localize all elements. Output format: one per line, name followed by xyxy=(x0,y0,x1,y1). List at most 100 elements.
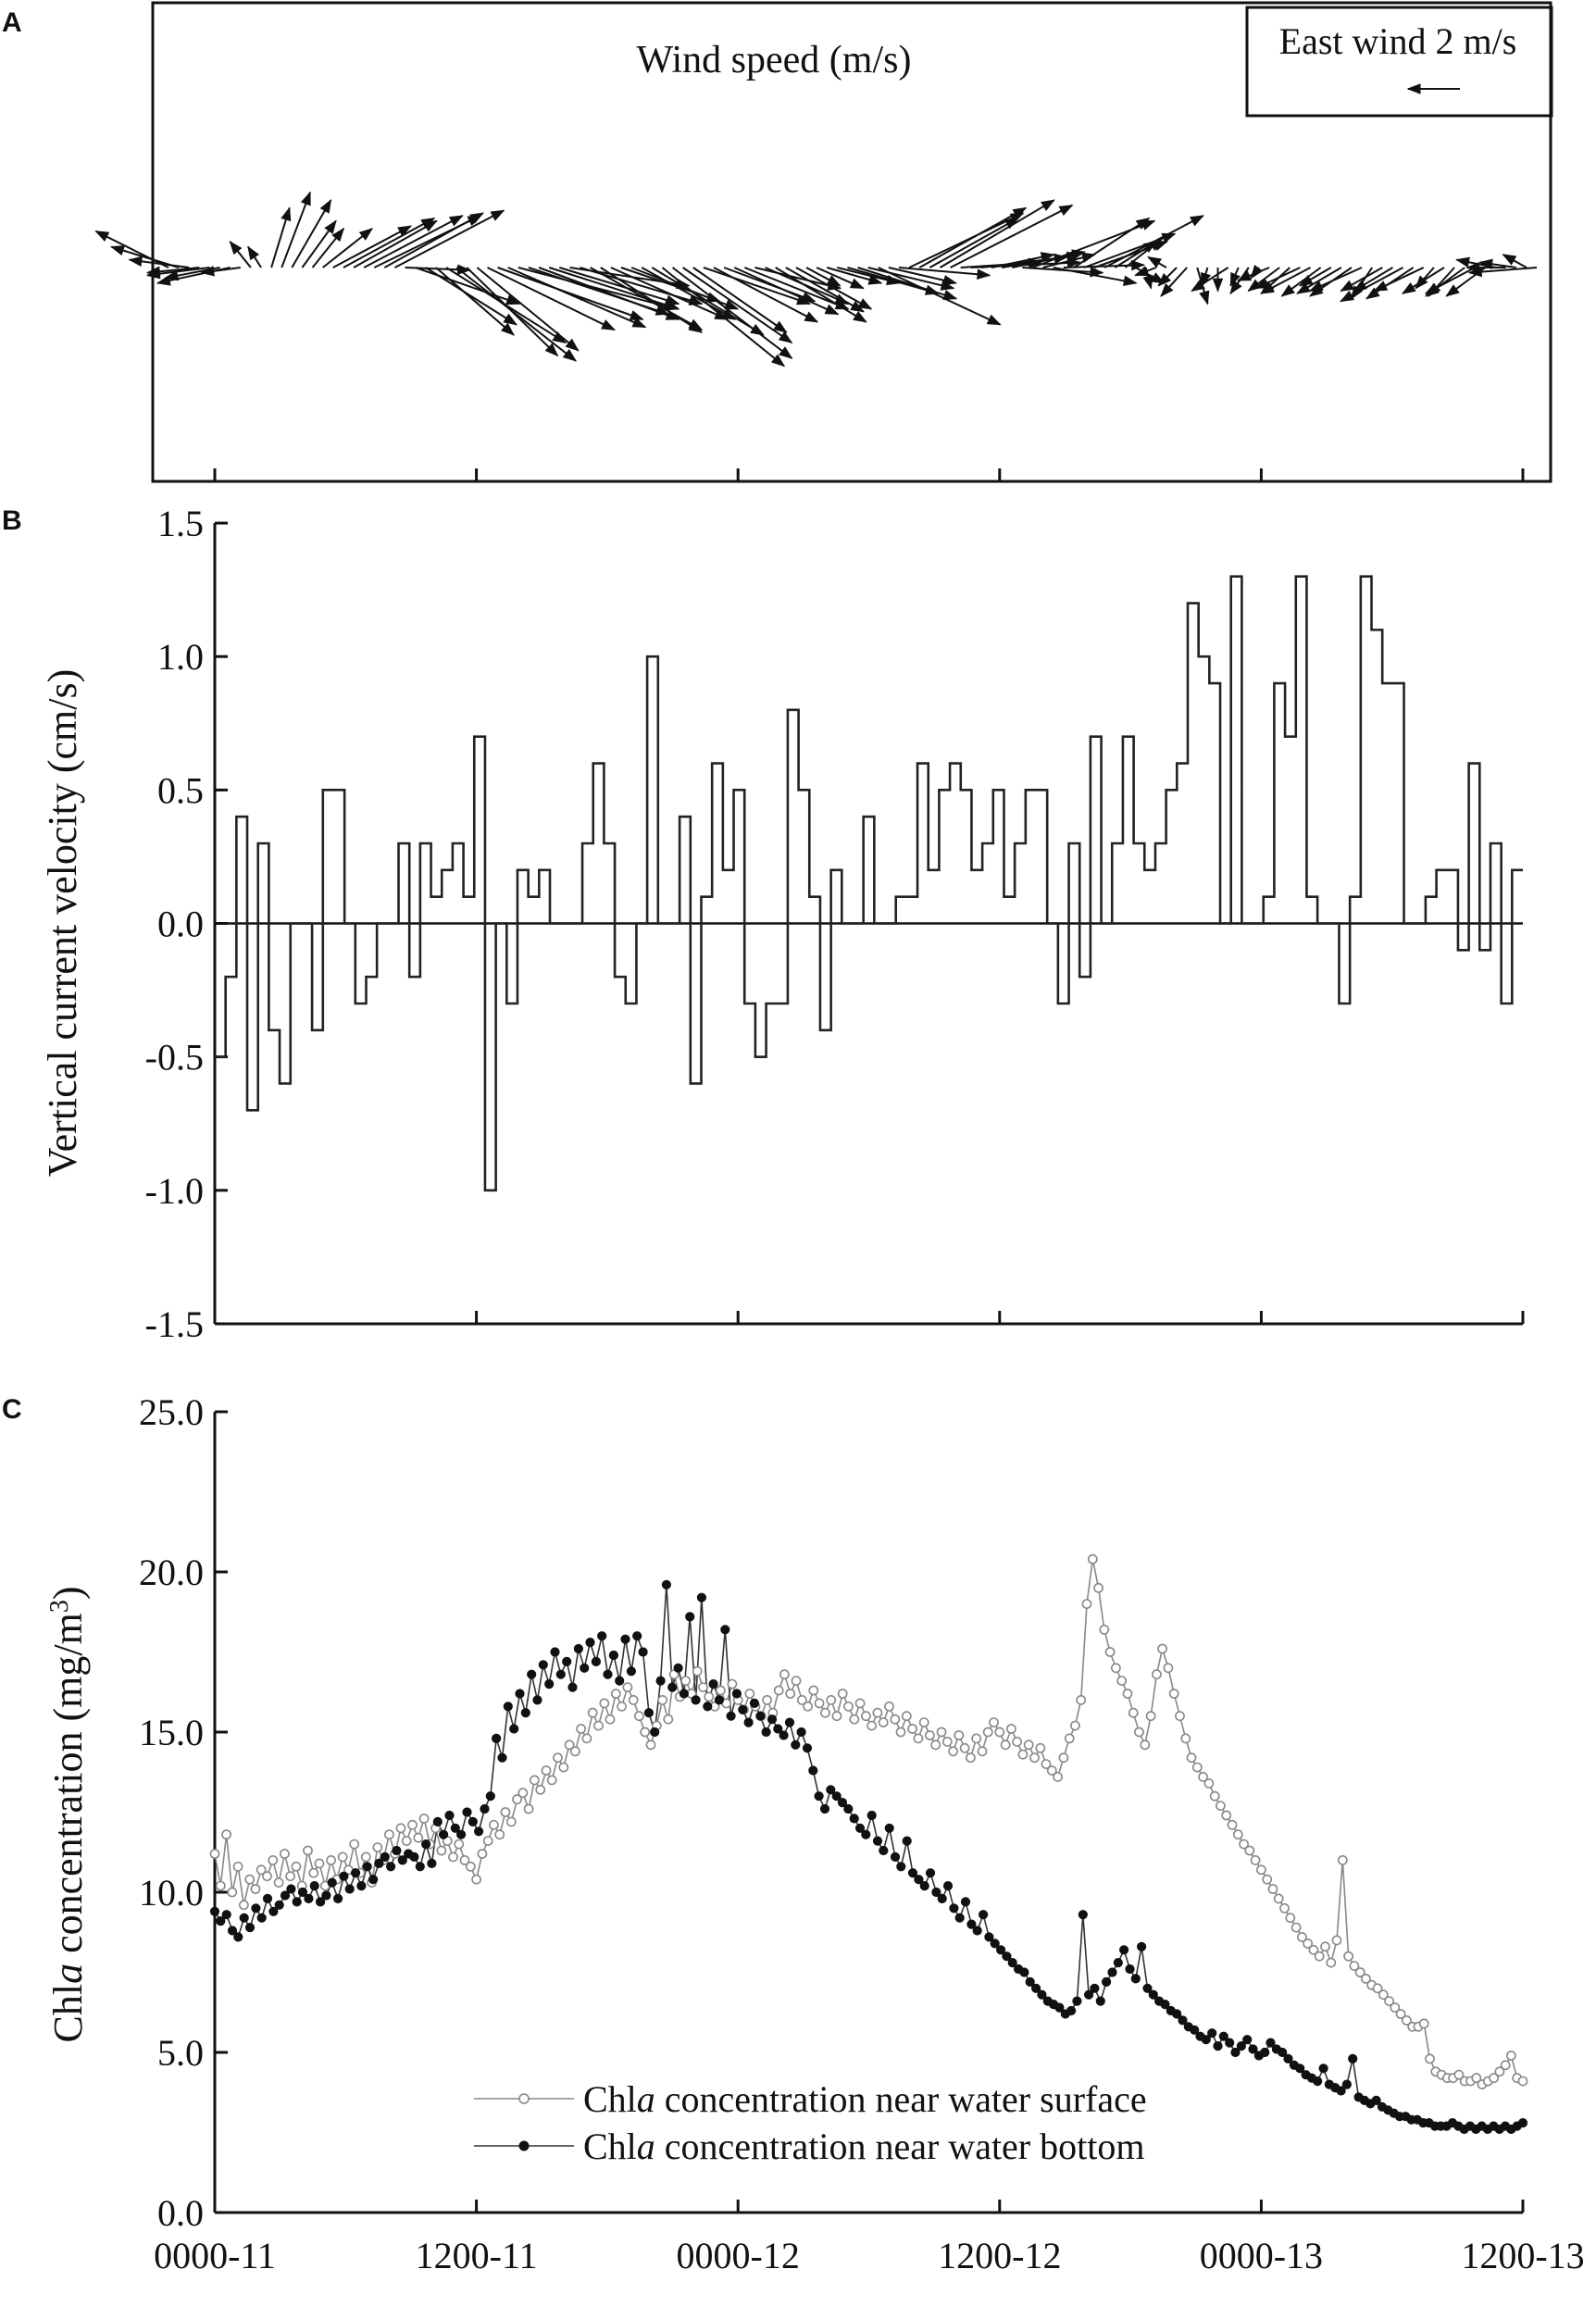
wind-vector xyxy=(1157,267,1178,287)
wind-vector xyxy=(1467,266,1538,278)
surface-point xyxy=(1494,2066,1505,2077)
bottom-point xyxy=(867,1810,877,1821)
surface-point xyxy=(1168,1689,1179,1699)
bottom-point xyxy=(327,1877,337,1888)
legend: Chla concentration near water surface Ch… xyxy=(474,2078,1147,2167)
bottom-point xyxy=(1084,1989,1094,2000)
bottom-point xyxy=(573,1643,584,1654)
surface-point xyxy=(232,1861,243,1872)
surface-point xyxy=(1175,1711,1185,1722)
wind-vector xyxy=(857,267,958,300)
wind-vector xyxy=(826,267,883,285)
bottom-point xyxy=(854,1823,866,1833)
wind-vector xyxy=(888,267,958,286)
bottom-point xyxy=(667,1682,678,1692)
surface-point xyxy=(890,1714,901,1725)
bottom-point xyxy=(216,1916,226,1926)
bottom-point xyxy=(1178,2015,1188,2026)
surface-point xyxy=(337,1851,348,1863)
surface-point xyxy=(1053,1772,1063,1782)
surface-point xyxy=(372,1842,383,1852)
surface-point xyxy=(628,1695,639,1705)
bottom-point xyxy=(409,1851,419,1863)
wind-vector xyxy=(1063,259,1146,271)
bottom-point xyxy=(580,1663,590,1673)
surface-point xyxy=(517,1788,529,1799)
wind-vector xyxy=(415,267,521,305)
wind-vector xyxy=(1478,258,1516,269)
surface-point xyxy=(244,1874,256,1885)
surface-point xyxy=(1489,2073,1499,2084)
bottom-point xyxy=(262,1893,273,1903)
wind-vector xyxy=(1191,267,1229,293)
surface-point xyxy=(849,1714,860,1725)
surface-point xyxy=(570,1746,580,1757)
surface-point xyxy=(1500,2060,1511,2071)
surface-point xyxy=(250,1884,261,1894)
bottom-point xyxy=(392,1845,402,1856)
surface-point xyxy=(1104,1647,1116,1657)
surface-point xyxy=(1081,1599,1092,1609)
bottom-point xyxy=(1102,1976,1112,1987)
reference-arrow xyxy=(1406,83,1460,94)
bottom-point xyxy=(591,1656,602,1667)
wind-vector xyxy=(1254,267,1301,290)
bottom-point xyxy=(1137,1941,1147,1951)
surface-point xyxy=(785,1689,796,1699)
x-tick-label: 0000-13 xyxy=(1200,2235,1323,2276)
surface-point xyxy=(1017,1749,1029,1760)
bottom-point xyxy=(503,1702,513,1712)
bottom-point xyxy=(515,1689,525,1699)
wind-vector xyxy=(1340,267,1404,303)
surface-point xyxy=(546,1775,557,1786)
surface-point xyxy=(1198,1772,1208,1782)
panel-c-x-ticks: 0000-11 1200-11 0000-12 1200-12 0000-13 1200-… xyxy=(154,2200,1585,2276)
surface-point xyxy=(1453,2069,1465,2080)
wind-vector xyxy=(229,240,252,268)
surface-point xyxy=(831,1711,842,1722)
panel-c-y-tick-label: 10.0 xyxy=(139,1872,204,1914)
bottom-point xyxy=(954,1913,965,1923)
reference-vector-label: East wind 2 m/s xyxy=(1279,20,1517,62)
surface-point xyxy=(1273,1893,1284,1904)
surface-point xyxy=(494,1829,505,1840)
surface-point xyxy=(878,1717,889,1727)
bottom-point xyxy=(620,1634,630,1644)
bottom-point xyxy=(808,1765,818,1776)
wind-vector xyxy=(692,267,788,333)
surface-point xyxy=(1250,1855,1261,1865)
surface-point xyxy=(1303,1938,1313,1949)
surface-point xyxy=(1191,1762,1203,1773)
bottom-point xyxy=(919,1881,929,1891)
wind-vector xyxy=(795,267,873,310)
panel-c-y-tick-label: 15.0 xyxy=(139,1712,204,1753)
surface-point xyxy=(1343,1951,1353,1962)
bottom-point xyxy=(661,1579,672,1590)
wind-vector xyxy=(775,267,867,323)
surface-point xyxy=(640,1727,651,1738)
wind-vector xyxy=(558,267,680,305)
bottom-point xyxy=(485,1791,495,1802)
wind-vector xyxy=(661,267,786,368)
wind-vectors xyxy=(94,191,1538,368)
surface-point xyxy=(1267,1884,1278,1894)
bottom-point xyxy=(679,1689,690,1699)
surface-point xyxy=(826,1695,837,1705)
surface-point xyxy=(1349,1961,1360,1971)
surface-point xyxy=(895,1727,906,1738)
wind-vector xyxy=(1147,256,1167,268)
bottom-point xyxy=(321,1890,331,1901)
surface-point xyxy=(692,1665,703,1677)
bottom-point xyxy=(638,1647,648,1657)
bottom-point xyxy=(233,1932,243,1942)
surface-point xyxy=(1064,1733,1075,1744)
bottom-point xyxy=(344,1884,355,1894)
wind-vector xyxy=(353,219,438,268)
wind-vector xyxy=(1260,267,1311,294)
wind-vector xyxy=(1053,267,1138,286)
surface-point xyxy=(744,1689,755,1699)
surface-point xyxy=(558,1762,569,1773)
bottom-point xyxy=(474,1827,484,1837)
wind-vector xyxy=(671,267,793,359)
bottom-point xyxy=(1371,2095,1381,2105)
